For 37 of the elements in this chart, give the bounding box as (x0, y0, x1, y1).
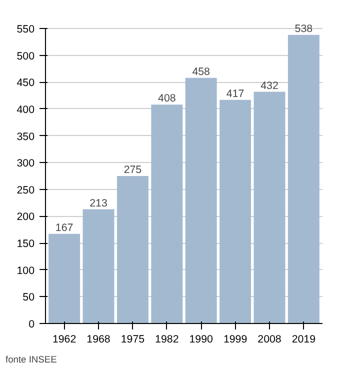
bar (116, 176, 148, 324)
bar (254, 92, 286, 324)
y-tick-label: 200 (16, 211, 35, 224)
y-tick-label: 550 (16, 24, 35, 36)
y-tick-label: 450 (16, 77, 35, 90)
y-tick-label: 50 (22, 292, 35, 304)
data-label: 538 (294, 22, 313, 35)
x-tick-label: 1962 (52, 334, 76, 346)
bar (288, 34, 320, 324)
y-tick-label: 350 (16, 130, 35, 143)
y-tick-label: 100 (16, 264, 35, 277)
data-label: 408 (158, 92, 176, 105)
bar (82, 209, 114, 324)
x-tick-label: 1975 (120, 334, 145, 346)
data-label: 417 (226, 88, 244, 100)
x-tick-label: 1990 (189, 334, 214, 346)
data-label: 275 (124, 164, 142, 176)
data-label: 458 (192, 66, 210, 78)
y-tick-label: 500 (16, 50, 35, 62)
data-label: 432 (260, 80, 278, 92)
x-tick-label: 1999 (223, 334, 248, 346)
data-label: 213 (90, 197, 108, 210)
y-tick-label: 250 (16, 184, 35, 196)
x-tick-label: 2008 (258, 334, 282, 346)
x-tick-label: 1968 (86, 334, 110, 346)
x-tick-label: 2019 (292, 334, 316, 346)
source-note: fonte INSEE (6, 354, 57, 364)
y-tick-label: 400 (16, 104, 35, 116)
x-tick-label: 1982 (155, 334, 179, 346)
y-tick-label: 0 (28, 318, 35, 330)
data-label: 167 (55, 222, 74, 234)
bar (185, 78, 217, 324)
y-tick-label: 300 (16, 158, 35, 170)
y-tick-label: 150 (16, 238, 35, 250)
bar (151, 104, 183, 324)
bar (220, 100, 252, 324)
bar (48, 234, 80, 324)
